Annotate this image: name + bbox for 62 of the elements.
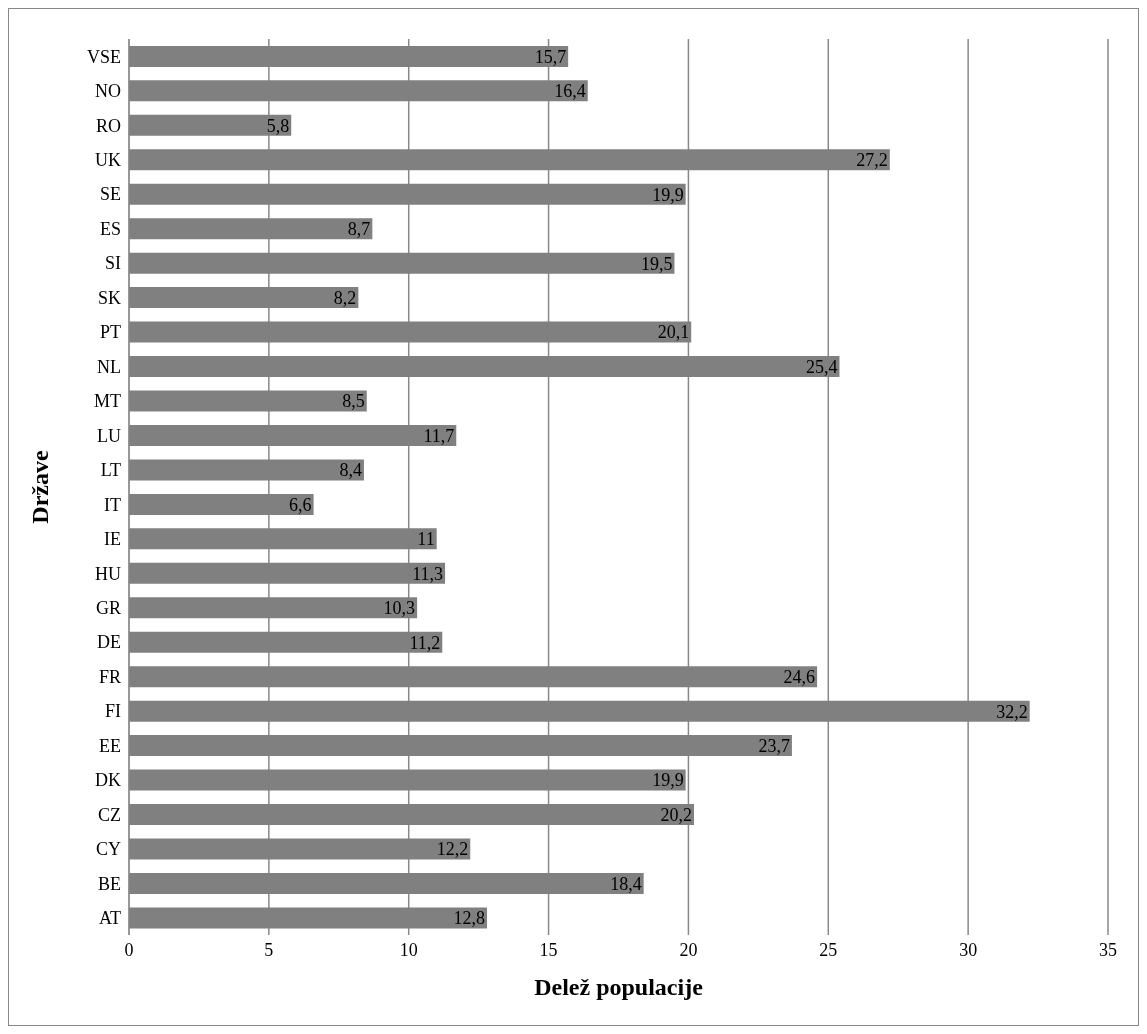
y-tick-label: PT	[99, 322, 121, 343]
y-tick-label: RO	[95, 115, 121, 136]
y-tick-label: DK	[95, 770, 121, 791]
y-tick-label: ES	[99, 218, 121, 239]
y-tick-label: CY	[95, 839, 121, 860]
y-tick-label: EE	[99, 735, 121, 756]
y-tick-label: UK	[95, 150, 121, 171]
x-tick-label: 10	[399, 939, 418, 960]
y-tick-label: SE	[99, 184, 121, 205]
data-label: 18,4	[610, 873, 642, 894]
data-label: 16,4	[554, 81, 586, 102]
x-tick-label: 0	[124, 939, 134, 960]
y-tick-label: IT	[104, 494, 121, 515]
data-label: 5,8	[266, 115, 290, 136]
y-tick-label: MT	[94, 391, 121, 412]
y-tick-label: VSE	[86, 46, 121, 67]
y-tick-label: IE	[104, 529, 121, 550]
y-tick-label: AT	[99, 908, 121, 929]
y-tick-label: NL	[97, 356, 121, 377]
data-label: 11,2	[409, 632, 441, 653]
data-label: 19,5	[640, 253, 673, 274]
y-tick-label: CZ	[97, 804, 121, 825]
data-label: 15,7	[534, 46, 567, 67]
y-tick-label: SK	[97, 287, 121, 308]
y-tick-label: LU	[97, 425, 121, 446]
y-tick-label: HU	[95, 563, 121, 584]
data-label: 10,3	[383, 598, 416, 619]
data-label: 20,2	[660, 804, 693, 825]
data-label: 32,2	[996, 701, 1028, 722]
data-label: 27,2	[856, 150, 888, 171]
data-label: 12,8	[453, 908, 486, 929]
data-label: 8,7	[347, 219, 371, 240]
x-tick-label: 25	[819, 939, 838, 960]
y-tick-label: GR	[95, 598, 121, 619]
y-tick-label: NO	[95, 81, 121, 102]
x-tick-label: 20	[679, 939, 698, 960]
data-label: 20,1	[657, 322, 690, 343]
data-label: 19,9	[652, 184, 684, 205]
x-axis-title: Delež populacije	[534, 974, 704, 1000]
data-label: 8,2	[333, 288, 357, 309]
y-tick-label: SI	[104, 253, 121, 274]
x-tick-label: 15	[539, 939, 558, 960]
data-label: 11,3	[412, 563, 444, 584]
data-label: 25,4	[805, 356, 838, 377]
data-label: 23,7	[758, 736, 790, 757]
data-label: 24,6	[783, 667, 816, 688]
data-label: 11	[417, 529, 435, 550]
x-tick-label: 30	[959, 939, 978, 960]
data-label: 6,6	[289, 494, 312, 515]
y-tick-label: BE	[97, 873, 121, 894]
y-tick-label: FR	[98, 666, 121, 687]
x-tick-label: 5	[264, 939, 274, 960]
data-label: 11,7	[423, 425, 455, 446]
y-axis-title: Države	[26, 450, 53, 524]
x-tick-label: 35	[1099, 939, 1117, 960]
y-tick-label: DE	[97, 632, 121, 653]
y-tick-label: LT	[100, 460, 121, 481]
data-label: 12,2	[436, 839, 469, 860]
data-label: 19,9	[652, 770, 684, 791]
data-label: 8,5	[342, 391, 365, 412]
data-label: 8,4	[339, 460, 362, 481]
y-tick-label: FI	[104, 701, 121, 722]
